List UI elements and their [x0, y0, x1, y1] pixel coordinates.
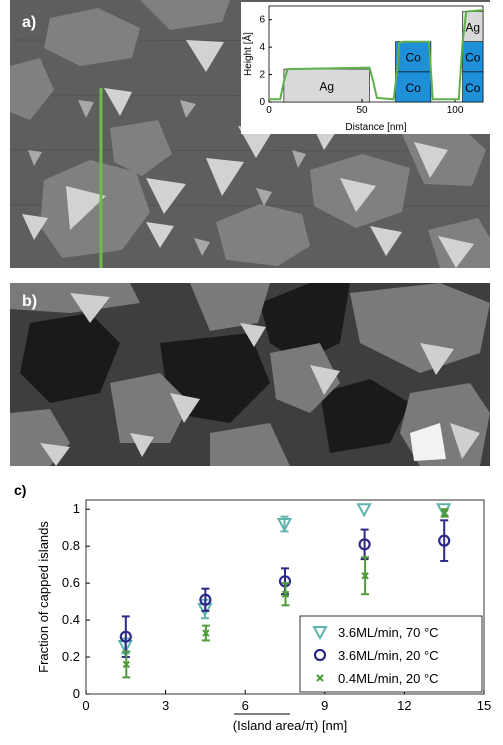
chart-x-label: (Island area/π) [nm] [233, 718, 347, 733]
inset-block-1 [395, 71, 432, 103]
inset-y-label: Height [Å] [241, 32, 254, 76]
x-tick-label-0: 0 [82, 698, 89, 713]
inset-ticks: 0 50 100 0 2 4 6 [259, 15, 463, 116]
height-profile-chart: Ag Co Co Co Co Ag 0 50 100 0 2 4 6 Height [Å] Dista… [241, 5, 484, 133]
inset-block-label-1: Co [406, 81, 422, 95]
point-2-0 [122, 660, 131, 669]
chart-y-label: Fraction of capped islands [36, 521, 51, 673]
height-profile-inset: Ag Co Co Co Co Ag 0 50 100 0 2 4 6 Height [Å] Dista… [241, 2, 490, 134]
y-tick-label-4: 0.8 [62, 538, 80, 553]
inset-y-tick-label-0: 0 [259, 97, 265, 108]
point-2-1 [202, 629, 210, 637]
inset-blocks: Ag Co Co Co Co Ag [283, 11, 484, 103]
inset-block-label-0: Ag [319, 80, 334, 94]
y-tick-label-5: 1 [73, 501, 80, 516]
error-bar-1-1 [201, 587, 210, 612]
x-tick-label-4: 12 [397, 698, 411, 713]
point-1-4 [438, 534, 451, 547]
x-tick-label-2: 6 [242, 698, 249, 713]
profile-trace [269, 9, 484, 101]
stm-image-b: b) [10, 283, 490, 466]
inset-block-label-4: Co [465, 51, 481, 65]
x-tick-label-1: 3 [162, 698, 169, 713]
legend-box [299, 615, 483, 693]
legend-label-2: 0.4ML/min, 20 °C [338, 671, 439, 686]
point-1-0 [119, 630, 132, 643]
inset-y-tick-label-1: 2 [259, 70, 265, 81]
point-2-4 [440, 509, 449, 517]
inset-block-label-5: Ag [465, 21, 480, 35]
point-0-3 [356, 503, 372, 518]
y-tick-label-2: 0.4 [62, 612, 80, 627]
inset-x-tick-label-1: 50 [356, 105, 368, 116]
inset-x-tick-label-0: 0 [266, 105, 272, 116]
small-triangles-a [28, 100, 306, 256]
inset-block-2 [395, 41, 432, 73]
y-tick-label-1: 0.2 [62, 649, 80, 664]
panel-label-c: c) [14, 482, 27, 498]
panel-label-b: b) [22, 293, 38, 310]
bright-island-b [410, 423, 446, 461]
x-tick-label-3: 9 [321, 698, 328, 713]
chart-legend: 3.6ML/min, 70 °C 3.6ML/min, 20 °C 0.4ML/mi… [299, 615, 483, 693]
chart-ticks: 0 3 6 9 12 15 0 0.2 0.4 0.6 0.8 1 [62, 501, 491, 713]
legend-label-0: 3.6ML/min, 70 °C [338, 625, 439, 640]
legend-marker-1 [313, 648, 327, 662]
inset-y-tick-label-2: 4 [259, 42, 265, 53]
legend-marker-2 [316, 674, 324, 682]
co-triangles-b [40, 293, 480, 466]
point-1-1 [199, 593, 212, 606]
error-bar-1-4 [440, 519, 449, 562]
ag-islands-a [10, 0, 490, 268]
y-tick-label-3: 0.6 [62, 575, 80, 590]
point-0-2 [276, 518, 293, 533]
chart-series [117, 503, 452, 679]
inset-y-tick-label-3: 6 [259, 15, 265, 26]
panel-label-a: a) [22, 14, 37, 31]
point-2-3 [361, 572, 369, 580]
legend-label-1: 3.6ML/min, 20 °C [338, 648, 439, 663]
inset-x-label: Distance [nm] [345, 122, 406, 133]
legend-marker-0 [312, 626, 328, 641]
inset-block-0 [283, 68, 370, 103]
point-2-2 [281, 590, 290, 598]
series-2 [122, 508, 449, 679]
y-tick-label-0: 0 [73, 686, 80, 701]
inset-block-label-3: Co [465, 81, 481, 95]
capped-fraction-chart: 0 3 6 9 12 15 0 0.2 0.4 0.6 0.8 1 3.6ML/min, 70 °C 3… [0, 490, 503, 740]
inset-x-tick-label-2: 100 [447, 105, 464, 116]
point-1-3 [358, 538, 371, 551]
inset-block-label-2: Co [406, 51, 422, 65]
x-tick-label-5: 15 [477, 698, 491, 713]
stm-image-b-drawing [10, 283, 490, 466]
